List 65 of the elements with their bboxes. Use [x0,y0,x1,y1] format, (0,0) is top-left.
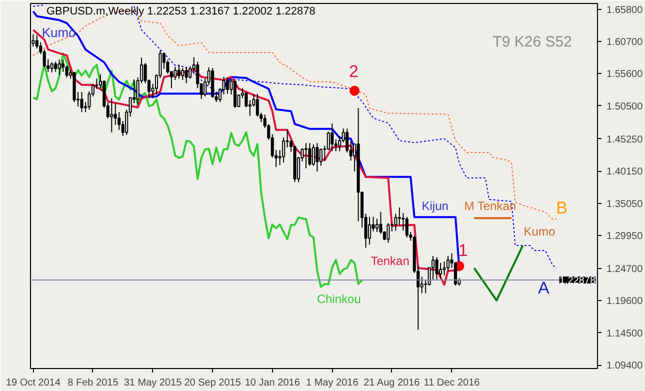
candlestick [454,262,458,286]
y-tick-label: 1.55600 [606,69,644,80]
candlestick [405,216,408,238]
candlestick [316,142,319,172]
candlestick [62,59,65,72]
candlestick [439,262,442,279]
x-tick-label: 11 Dec 2016 [424,378,480,388]
annotation: M Tenkan [464,199,516,214]
y-tick-label: 1.24700 [606,264,644,276]
candlestick [435,256,438,280]
annotation: 2 [348,62,358,82]
candlestick [177,64,180,80]
annotation: Kumo [42,25,76,40]
candlestick [184,66,188,84]
candlestick [188,66,192,80]
annotation: A [538,278,550,298]
candlestick [65,64,68,78]
y-tick-label: 1.40150 [606,166,644,178]
candlestick [319,148,322,166]
x-tick-label: 10 Jan 2016 [244,378,300,388]
y-tick-label: 1.19600 [606,296,644,308]
candlestick [226,76,230,94]
y-tick-label: 1.35050 [606,198,644,210]
x-tick-label: 8 Feb 2015 [68,378,119,388]
candlestick [304,142,308,169]
y-tick-label: 1.60700 [606,37,644,48]
candlestick [282,136,286,164]
y-tick-label: 1.09400 [606,360,644,372]
candlestick [346,128,349,154]
candlestick [244,92,248,108]
candlestick [54,61,58,72]
candlestick [330,123,334,152]
candlestick [181,68,184,80]
candlestick [394,213,398,232]
candlestick [338,136,342,152]
candlestick [50,62,54,73]
candlestick [386,222,390,244]
annotation: 1 [458,240,468,260]
x-tick-label: 31 May 2015 [124,378,182,388]
y-tick-label: 1.29950 [606,230,644,242]
candlestick [375,218,379,232]
y-tick-label: 1.65800 [606,4,644,16]
annotation: T9 K26 S52 [492,33,572,50]
candlestick [308,142,312,166]
candlestick [80,91,84,113]
candlestick [110,98,114,133]
annotation: B [556,198,568,218]
annotation: Kijun [422,199,448,214]
x-tick-label: 21 Aug 2016 [364,378,420,388]
annotation: Kumo [524,224,556,239]
x-tick-label: 19 Oct 2014 [6,378,61,388]
y-tick-label: 1.50500 [606,101,644,112]
y-tick-label: 1.45250 [606,134,644,146]
candlestick [58,59,61,76]
candlestick [42,48,46,68]
candlestick [446,255,450,272]
candlestick [402,212,405,232]
x-tick-label: 20 Sep 2015 [184,378,242,388]
candlestick [368,216,372,246]
annotation: Chinkou [316,292,361,306]
x-tick-label: 1 May 2016 [306,378,359,388]
annotation: Tenkan [370,254,410,268]
y-tick-label: 1.14500 [606,328,644,340]
chart-title: GBPUSD.m,Weekly 1.22253 1.23167 1.22002 1.22878 [46,6,316,18]
line-series [32,52,364,288]
